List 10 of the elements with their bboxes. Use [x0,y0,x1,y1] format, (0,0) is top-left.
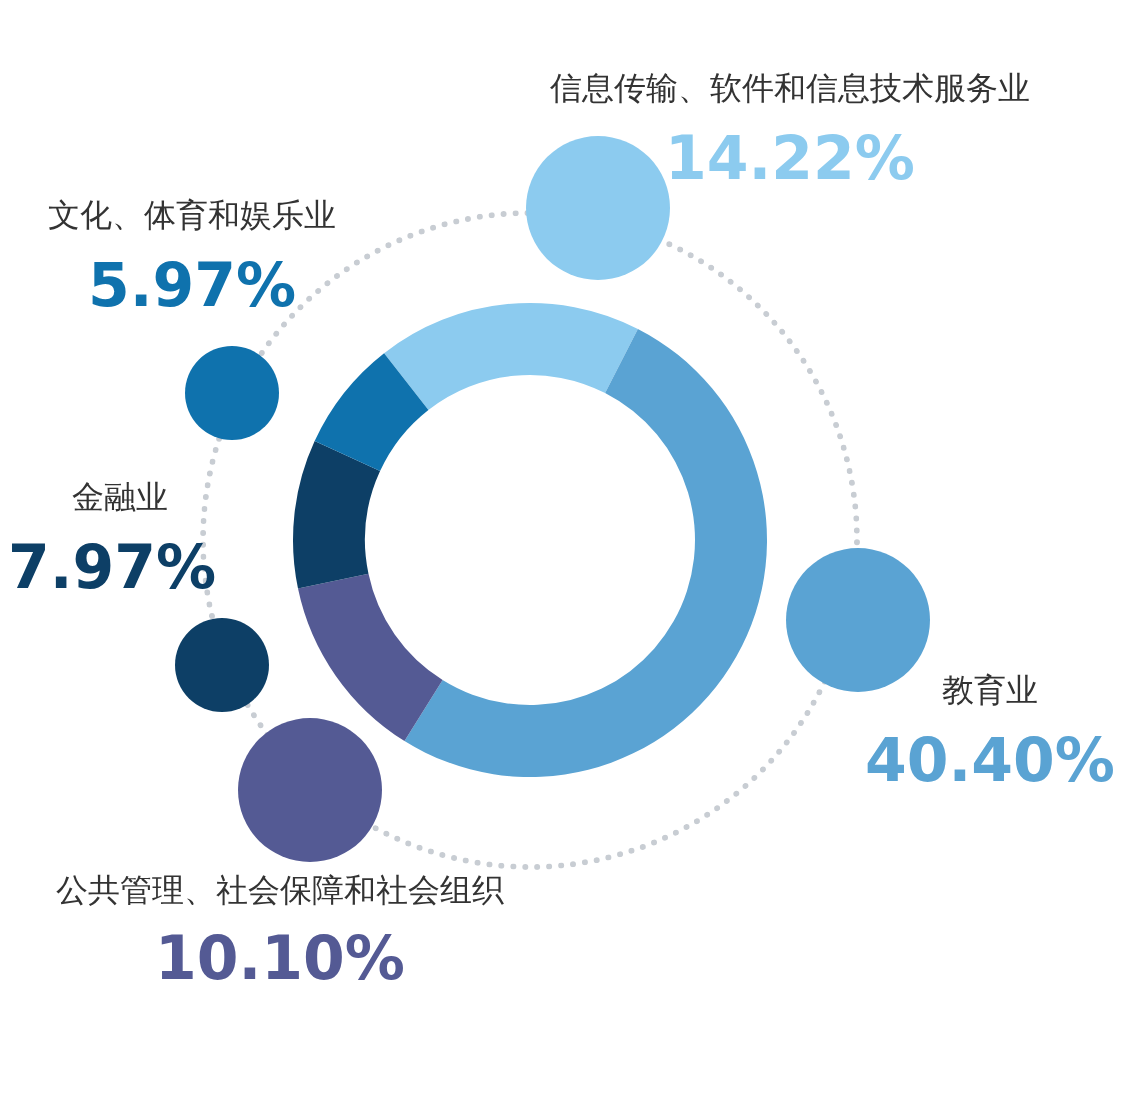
data-label: 40.40% [865,725,1115,795]
slice-label: 文化、体育和娱乐业 [48,196,336,234]
data-label: 10.10% [155,923,405,993]
slice-label: 公共管理、社会保障和社会组织 [56,871,504,909]
slice-label: 教育业 [942,671,1038,709]
data-label: 5.97% [87,250,297,320]
slice-label: 信息传输、软件和信息技术服务业 [550,69,1030,107]
data-label: 7.97% [7,532,217,602]
slice-label: 金融业 [72,478,168,516]
data-label: 14.22% [665,123,915,193]
